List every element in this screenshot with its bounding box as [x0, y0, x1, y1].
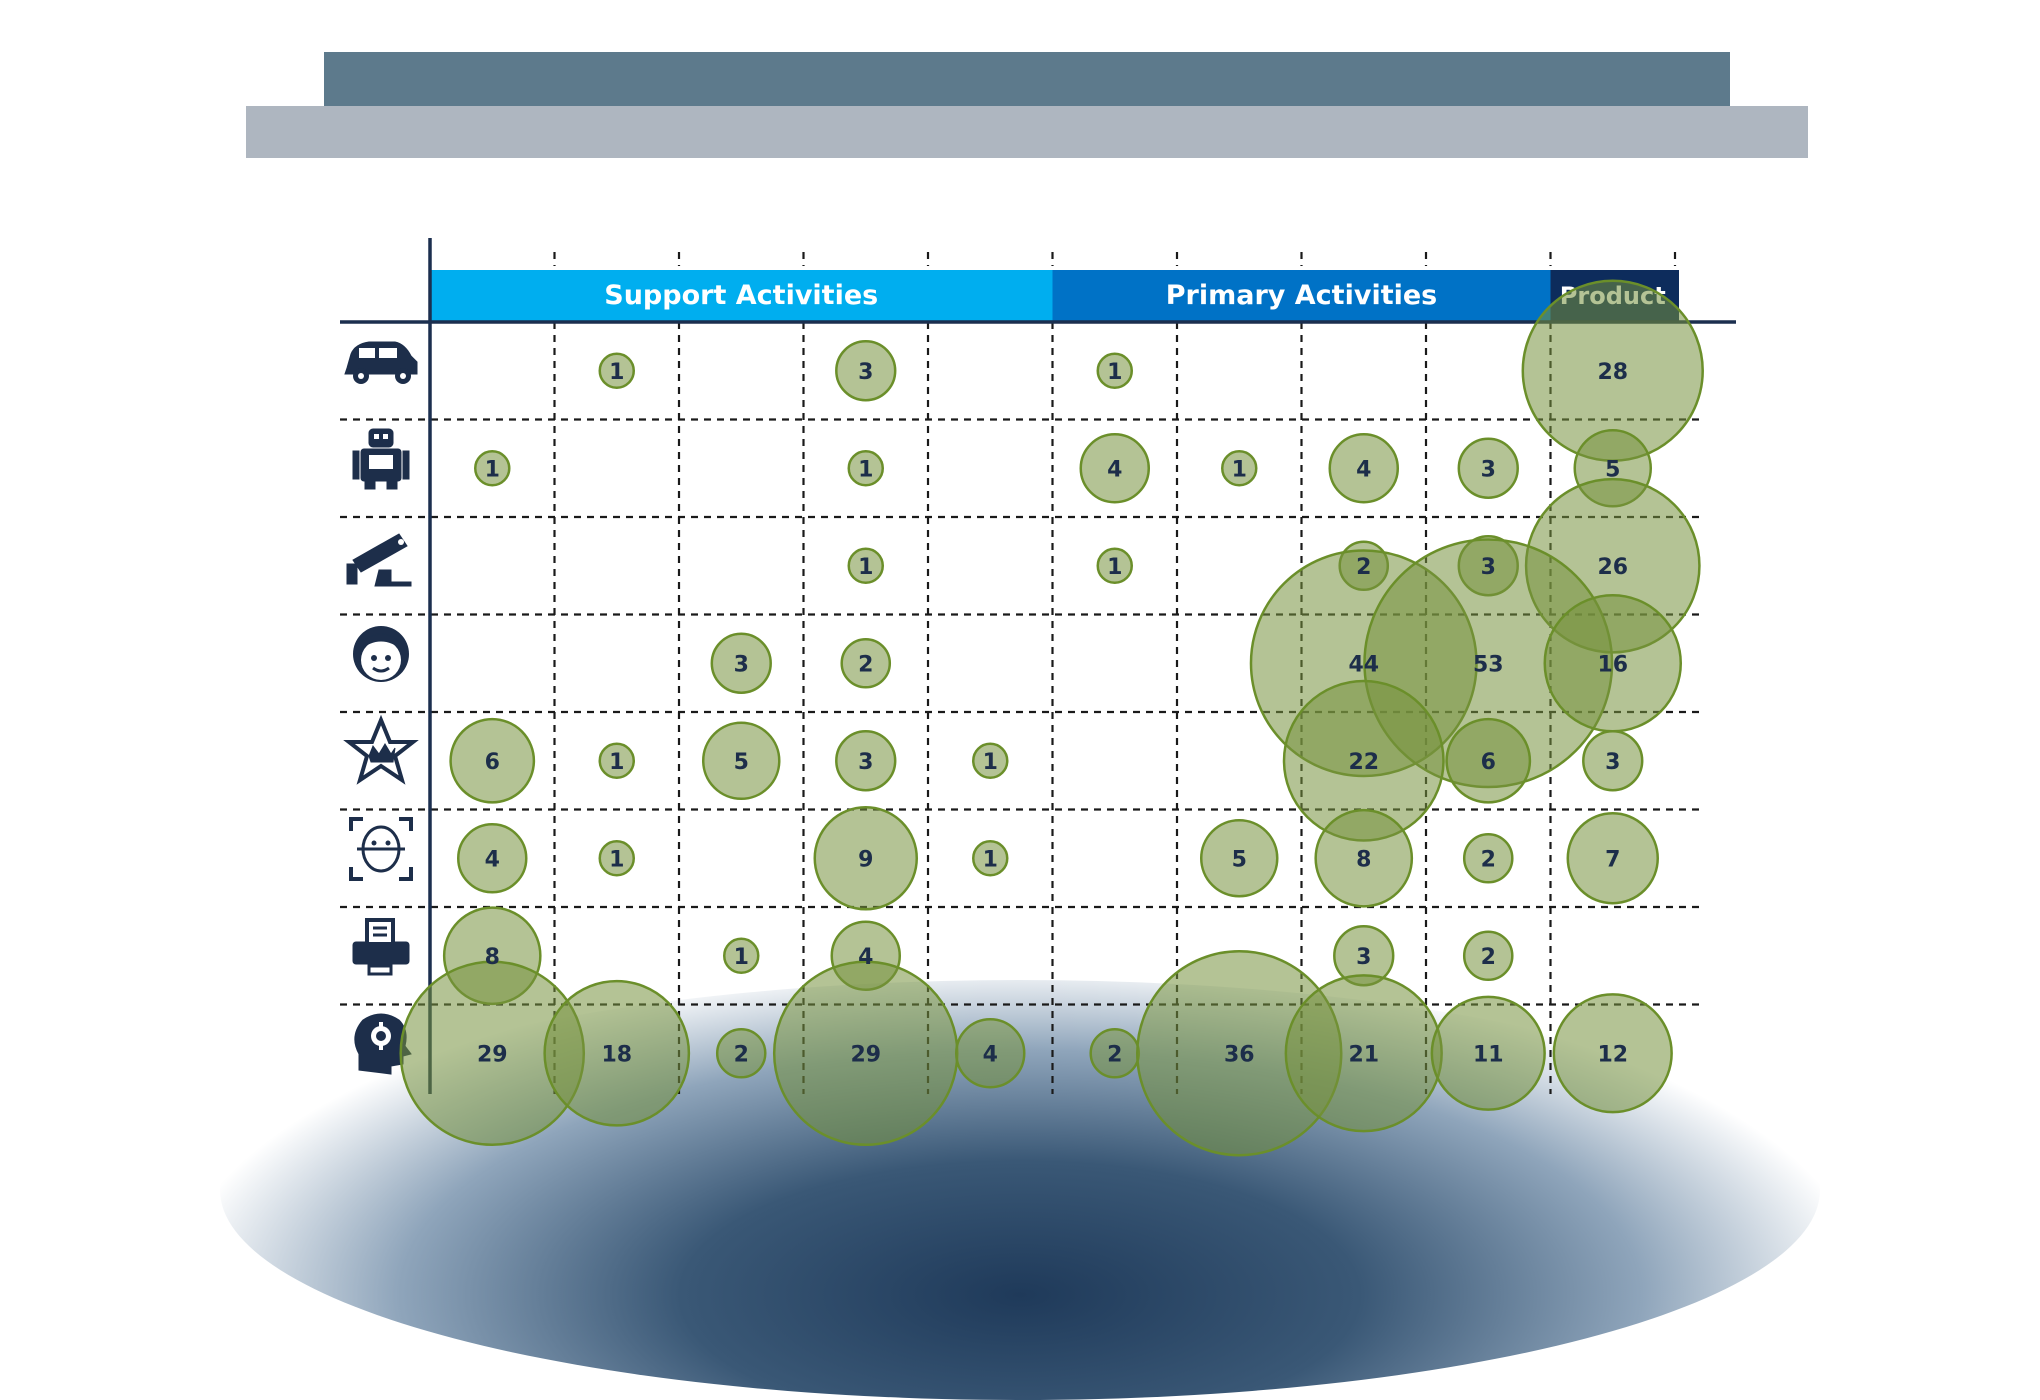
- bubble-label-r6-c7: 3: [1356, 945, 1371, 970]
- bubble-label-r7-c5: 2: [1107, 1042, 1122, 1067]
- bubble-label-r7-c6: 36: [1224, 1042, 1255, 1067]
- bubble-label-r3-c3: 2: [858, 652, 873, 677]
- bubble-label-r4-c2: 5: [734, 750, 749, 775]
- bubble-label-r5-c1: 1: [609, 847, 624, 872]
- bubble-label-r4-c9: 3: [1605, 750, 1620, 775]
- bubble-label-r4-c0: 6: [485, 750, 500, 775]
- row-icons: [345, 342, 417, 1074]
- bubble-label-r7-c1: 18: [601, 1042, 632, 1067]
- bubble-label-r7-c9: 12: [1597, 1042, 1628, 1067]
- bubble-label-r4-c1: 1: [609, 750, 624, 775]
- bubble-label-r4-c8: 6: [1481, 750, 1496, 775]
- bubble-label-r7-c4: 4: [983, 1042, 998, 1067]
- bubble-label-r1-c8: 3: [1481, 457, 1496, 482]
- bubble-label-r0-c3: 3: [858, 360, 873, 385]
- bubble-label-r4-c3: 3: [858, 750, 873, 775]
- bubble-label-r3-c9: 16: [1597, 652, 1628, 677]
- robot-icon: [353, 429, 409, 489]
- bubble-label-r7-c2: 2: [734, 1042, 749, 1067]
- bubble-label-r7-c7: 21: [1348, 1042, 1379, 1067]
- bubble-label-r1-c6: 1: [1232, 457, 1247, 482]
- bubble-label-r7-c3: 29: [850, 1042, 881, 1067]
- bubble-label-r1-c3: 1: [858, 457, 873, 482]
- bubble-label-r3-c8: 53: [1473, 652, 1504, 677]
- bubble-label-r5-c8: 2: [1481, 847, 1496, 872]
- bubble-label-r1-c7: 4: [1356, 457, 1371, 482]
- person-face-icon: [353, 626, 409, 682]
- bubble-label-r4-c7: 22: [1348, 750, 1379, 775]
- bubble-label-r2-c8: 3: [1481, 555, 1496, 580]
- bubble-label-r5-c4: 1: [983, 847, 998, 872]
- bubble-label-r3-c7: 44: [1348, 652, 1379, 677]
- bubble-label-r5-c9: 7: [1605, 847, 1620, 872]
- bubble-label-r4-c4: 1: [983, 750, 998, 775]
- bubble-label-r5-c7: 8: [1356, 847, 1371, 872]
- bubble-label-r2-c3: 1: [858, 555, 873, 580]
- security-camera-icon: [347, 534, 411, 586]
- bubble-label-r5-c6: 5: [1232, 847, 1247, 872]
- bubble-label-r7-c8: 11: [1473, 1042, 1504, 1067]
- bubble-label-r2-c9: 26: [1597, 555, 1628, 580]
- bubble-label-r1-c9: 5: [1605, 457, 1620, 482]
- bubble-label-r3-c2: 3: [734, 652, 749, 677]
- star-rating-icon: [349, 720, 413, 780]
- column-group-label-0: Support Activities: [604, 280, 878, 311]
- bubble-label-r1-c0: 1: [485, 457, 500, 482]
- face-scan-icon: [351, 819, 411, 879]
- bubble-label-r7-c0: 29: [477, 1042, 508, 1067]
- bubble-label-r5-c3: 9: [858, 847, 873, 872]
- bubble-label-r6-c8: 2: [1481, 945, 1496, 970]
- bubble-label-r6-c3: 4: [858, 945, 873, 970]
- bubble-label-r6-c2: 1: [734, 945, 749, 970]
- bubble-label-r1-c5: 4: [1107, 457, 1122, 482]
- car-icon: [345, 342, 417, 384]
- bubble-label-r5-c0: 4: [485, 847, 500, 872]
- bubble-label-r0-c5: 1: [1107, 360, 1122, 385]
- bubble-label-r2-c7: 2: [1356, 555, 1371, 580]
- bubble-label-r6-c0: 8: [485, 945, 500, 970]
- bubble-label-r2-c5: 1: [1107, 555, 1122, 580]
- bubble-label-r0-c1: 1: [609, 360, 624, 385]
- printer-icon: [353, 920, 409, 974]
- column-group-label-1: Primary Activities: [1166, 280, 1438, 311]
- bubble-label-r0-c9: 28: [1597, 360, 1628, 385]
